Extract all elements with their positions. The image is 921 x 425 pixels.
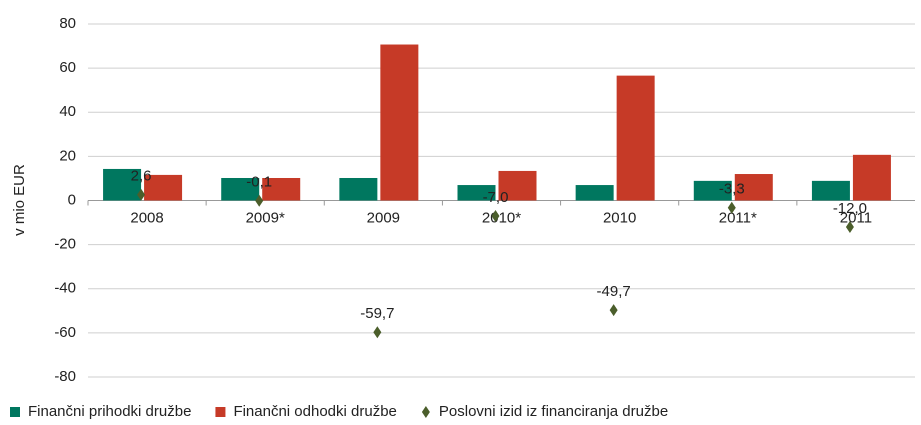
y-tick-label: 80 xyxy=(59,15,76,32)
data-label: -12,0 xyxy=(833,200,867,217)
y-tick-label: -20 xyxy=(54,236,76,253)
x-tick-label: 2010* xyxy=(482,209,521,226)
x-tick-label: 2009* xyxy=(246,209,285,226)
point xyxy=(255,194,264,207)
data-label: -59,7 xyxy=(360,305,394,322)
y-tick-label: 40 xyxy=(59,103,76,120)
bar xyxy=(734,174,773,201)
y-tick-label: -40 xyxy=(54,280,76,297)
x-tick-label: 2008 xyxy=(130,209,163,226)
bar xyxy=(339,177,378,201)
bar xyxy=(144,174,183,201)
bar xyxy=(221,177,260,201)
bar xyxy=(575,185,614,201)
y-tick-label: 0 xyxy=(68,191,76,208)
legend-label: Finančni odhodki družbe xyxy=(233,403,396,420)
point xyxy=(373,326,382,339)
bar xyxy=(457,185,496,201)
data-label: -3,3 xyxy=(719,181,745,198)
data-label: -0,1 xyxy=(246,174,272,191)
y-tick-label: 20 xyxy=(59,147,76,164)
bar xyxy=(498,170,537,201)
point xyxy=(727,201,736,214)
bar xyxy=(616,75,655,201)
x-tick-label: 2011* xyxy=(719,209,757,226)
bar xyxy=(852,154,891,201)
legend-swatch xyxy=(215,407,226,417)
point xyxy=(609,304,618,317)
x-tick-label: 2011 xyxy=(840,209,872,226)
x-tick-label: 2009 xyxy=(367,209,400,226)
data-label: 2,6 xyxy=(131,168,152,185)
data-label: -49,7 xyxy=(597,283,631,300)
legend-label: Poslovni izid iz financiranja družbe xyxy=(439,403,668,420)
data-label: -7,0 xyxy=(483,189,509,206)
legend-label: Finančni prihodki družbe xyxy=(28,403,191,420)
bar xyxy=(103,168,142,201)
y-tick-label: 60 xyxy=(59,59,76,76)
y-tick-label: -60 xyxy=(54,324,76,341)
point xyxy=(137,188,146,201)
y-axis-label: v mio EUR xyxy=(11,164,28,236)
bar xyxy=(693,180,732,201)
bar xyxy=(811,180,850,201)
bar xyxy=(380,44,419,201)
point xyxy=(845,220,854,233)
legend-swatch xyxy=(10,407,20,417)
legend-swatch xyxy=(421,406,430,418)
point xyxy=(491,209,500,222)
x-tick-label: 2010 xyxy=(603,209,636,226)
bar xyxy=(262,177,301,201)
y-tick-label: -80 xyxy=(54,368,76,385)
